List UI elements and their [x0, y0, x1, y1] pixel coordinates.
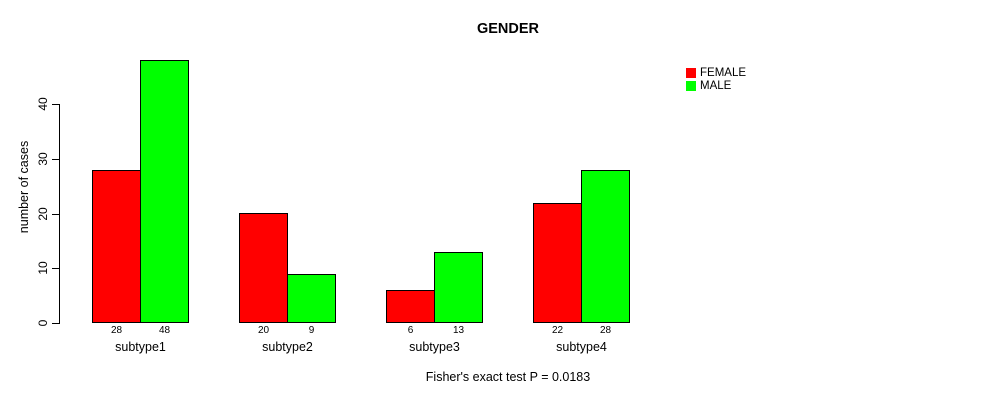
bar-value-label: 28	[110, 325, 123, 336]
annotation-text: Fisher's exact test P = 0.0183	[425, 370, 591, 384]
category-label: subtype1	[115, 340, 166, 354]
y-axis-tick-label: 20	[36, 207, 50, 221]
bar-value-label: 20	[257, 325, 270, 336]
bar-male-subtype1	[140, 60, 189, 323]
legend-swatch-male	[686, 80, 696, 91]
bar-female-subtype2	[239, 213, 288, 323]
category-label: subtype4	[556, 340, 607, 354]
legend-item: FEMALE	[686, 66, 746, 79]
y-axis-tick	[52, 159, 59, 160]
bar-value-label: 9	[308, 325, 315, 336]
bar-value-label: 28	[599, 325, 612, 336]
y-axis-label: number of cases	[17, 140, 31, 234]
bar-value-label: 48	[158, 325, 171, 336]
bar-female-subtype3	[386, 290, 435, 323]
bar-value-label: 6	[407, 325, 414, 336]
category-label: subtype2	[262, 340, 313, 354]
bar-male-subtype4	[581, 170, 630, 323]
legend-item: MALE	[686, 79, 746, 92]
bar-male-subtype2	[287, 274, 336, 323]
legend-label: MALE	[700, 79, 732, 92]
y-axis-tick-label: 30	[36, 152, 50, 166]
legend: FEMALE MALE	[686, 66, 746, 92]
legend-label: FEMALE	[700, 66, 747, 79]
bar-female-subtype4	[533, 203, 582, 323]
legend-swatch-female	[686, 67, 696, 78]
y-axis-tick-label: 0	[36, 319, 50, 327]
y-axis-tick-label: 40	[36, 97, 50, 111]
y-axis-tick-label: 10	[36, 261, 50, 275]
y-axis-tick	[52, 323, 59, 324]
y-axis-line	[59, 104, 60, 324]
bar-male-subtype3	[434, 252, 483, 323]
bar-female-subtype1	[92, 170, 141, 323]
y-axis-tick	[52, 214, 59, 215]
category-label: subtype3	[409, 340, 460, 354]
bar-value-label: 13	[452, 325, 465, 336]
bar-value-label: 22	[551, 325, 564, 336]
y-axis-tick	[52, 104, 59, 105]
chart-title: GENDER	[476, 21, 540, 37]
y-axis-tick	[52, 268, 59, 269]
